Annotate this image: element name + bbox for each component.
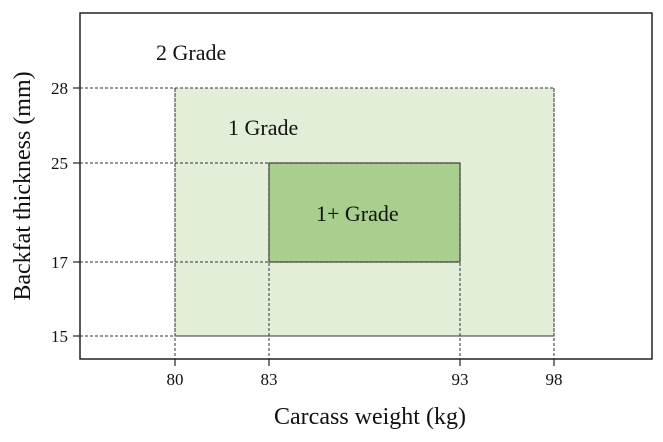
region-1plus-grade [268,162,461,263]
x-tick-label-93: 93 [452,370,469,389]
y-tick-label-17: 17 [51,253,69,272]
x-tick-label-98: 98 [546,370,563,389]
label-1-grade: 1 Grade [228,115,298,140]
y-tick-label-28: 28 [51,79,68,98]
x-axis-label: Carcass weight (kg) [274,404,466,430]
y-axis-label: Backfat thickness (mm) [10,71,36,300]
guide-lines [80,87,555,359]
label-2-grade: 2 Grade [156,40,226,65]
y-tick-label-15: 15 [51,327,68,346]
y-tick-label-25: 25 [51,154,68,173]
axis-ticks: 80 83 93 98 15 17 25 28 [51,79,563,389]
label-1plus-grade: 1+ Grade [316,201,399,226]
x-tick-label-83: 83 [261,370,278,389]
x-tick-label-80: 80 [167,370,184,389]
